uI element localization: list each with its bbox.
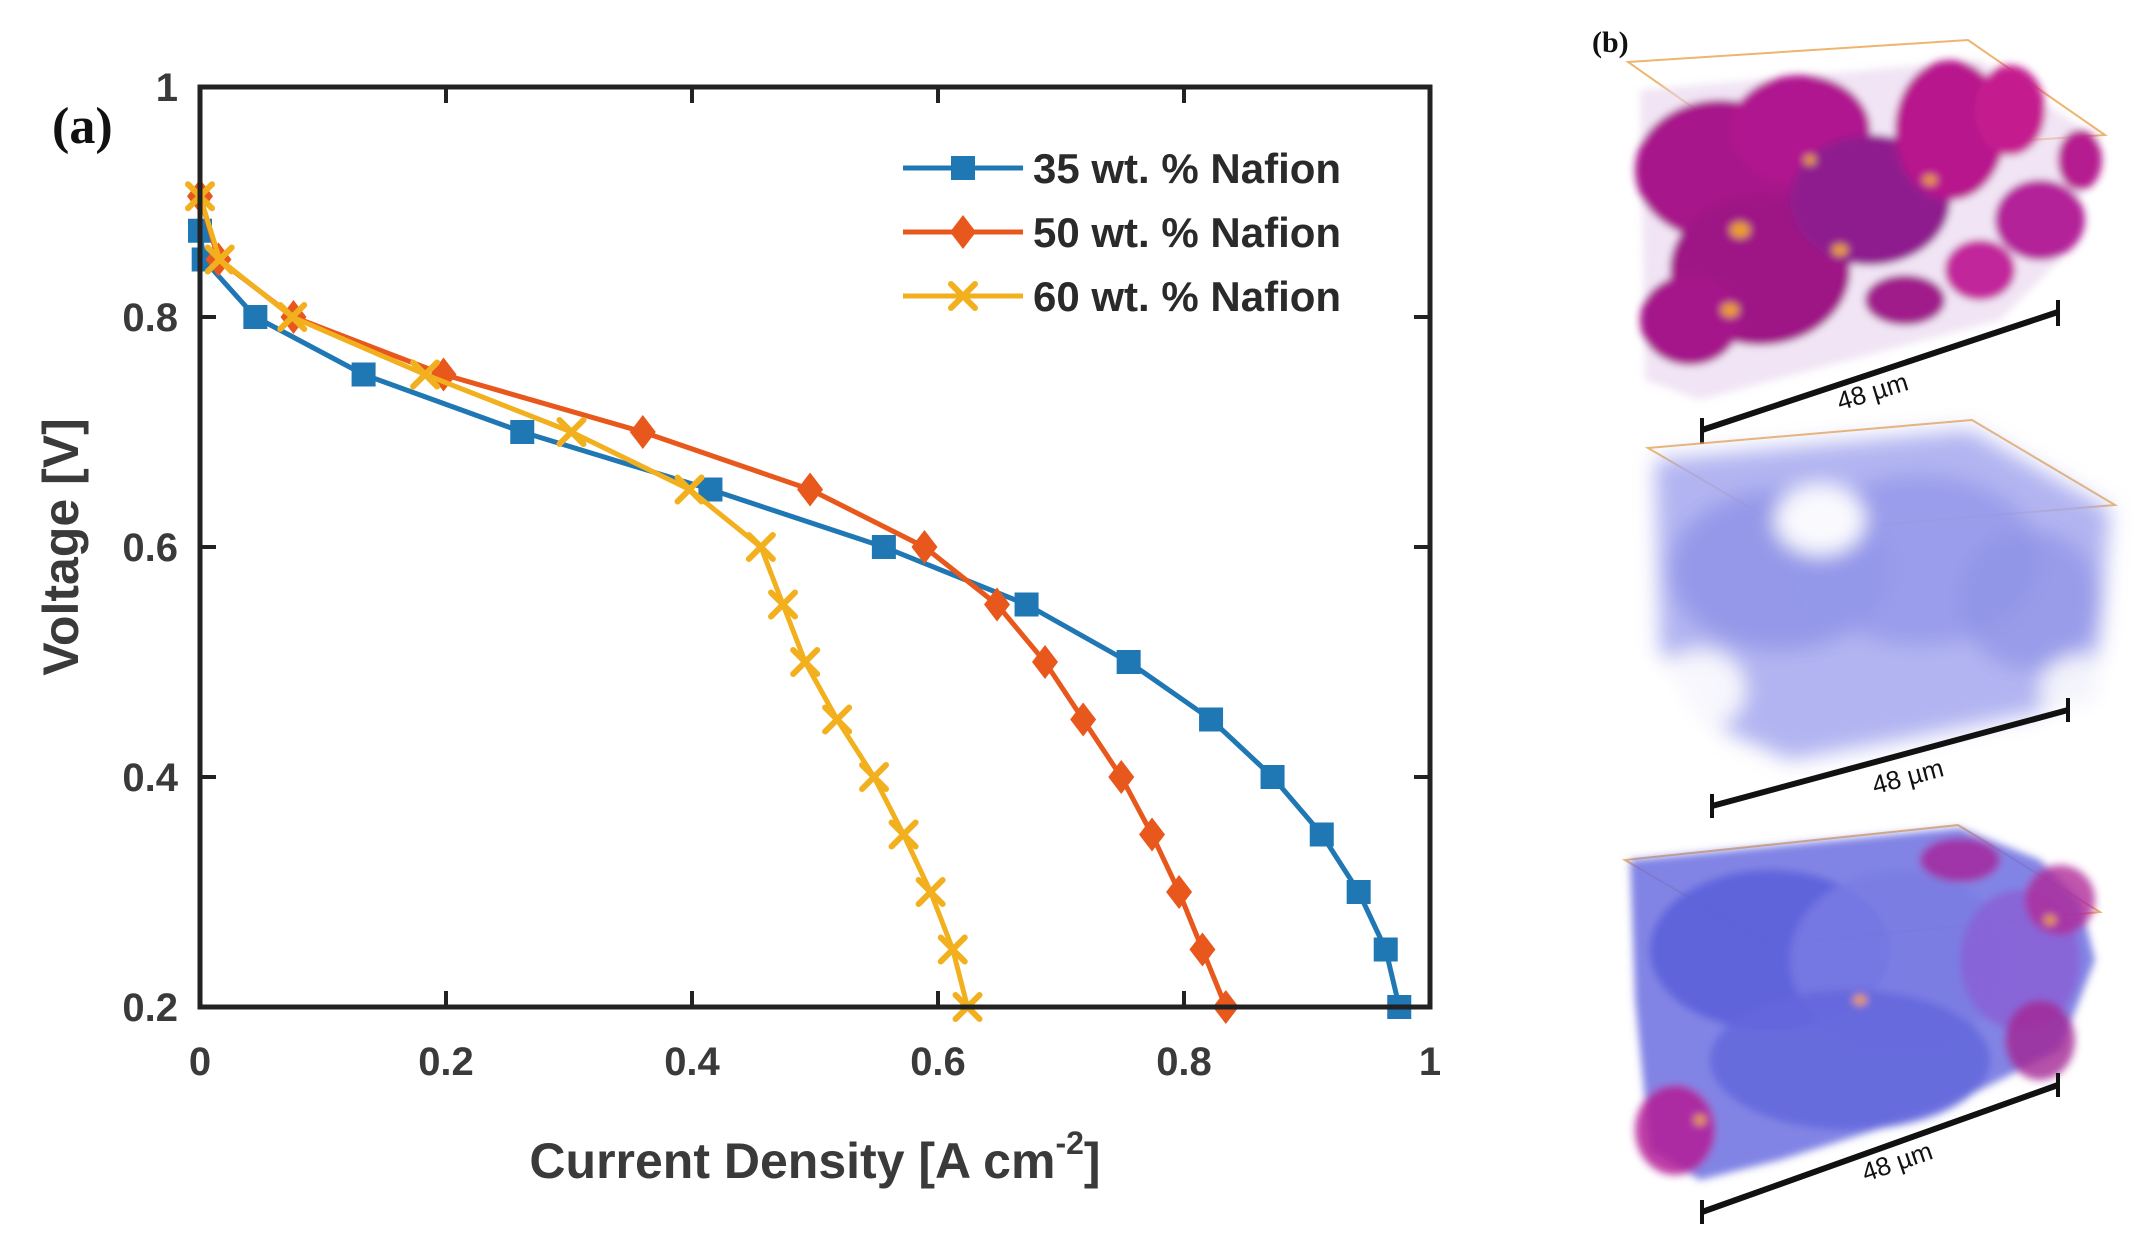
panel-b-label: (b) bbox=[1592, 26, 1629, 59]
series-layer bbox=[185, 179, 1412, 1024]
data-point bbox=[204, 244, 235, 275]
render-volume bbox=[1630, 828, 2095, 1180]
panel-b-renders: (b) bbox=[1592, 26, 2120, 1224]
y-tick-label: 1 bbox=[156, 66, 178, 110]
data-point bbox=[277, 302, 308, 332]
data-point bbox=[510, 420, 535, 444]
data-point bbox=[1189, 932, 1216, 967]
legend-marker bbox=[948, 281, 978, 311]
data-point bbox=[745, 532, 776, 562]
y-tick-label: 0.4 bbox=[122, 756, 178, 800]
data-point bbox=[1166, 875, 1193, 909]
data-point bbox=[937, 934, 968, 965]
render-60-wt: 48 µm bbox=[1621, 823, 2104, 1224]
x-tick-label: 0.2 bbox=[418, 1040, 474, 1084]
data-point bbox=[1070, 702, 1097, 737]
y-tick-label: 0.6 bbox=[122, 526, 178, 570]
data-point bbox=[1139, 817, 1166, 852]
legend-label: 35 wt. % Nafion bbox=[1033, 145, 1341, 192]
series-3 bbox=[185, 181, 983, 1022]
legend-label: 60 wt. % Nafion bbox=[1033, 273, 1341, 320]
data-point bbox=[410, 359, 441, 390]
series-line bbox=[197, 230, 1402, 1008]
scale-bar bbox=[1701, 309, 2059, 433]
series-1 bbox=[188, 218, 1412, 1019]
y-tick-label: 0.8 bbox=[122, 296, 178, 340]
data-point bbox=[871, 535, 896, 559]
legend-entry: 50 wt. % Nafion bbox=[903, 209, 1341, 256]
data-point bbox=[1260, 765, 1285, 789]
data-point bbox=[859, 762, 890, 792]
scale-bar bbox=[1711, 707, 2069, 809]
y-tick-labels: 0.2 0.4 0.6 0.8 1 bbox=[122, 66, 178, 1030]
x-tick-labels: 0 0.2 0.4 0.6 0.8 1 bbox=[189, 1040, 1441, 1084]
data-point bbox=[1346, 880, 1371, 904]
data-point bbox=[556, 417, 587, 447]
legend-marker bbox=[950, 215, 976, 249]
data-point bbox=[1199, 707, 1224, 732]
data-point bbox=[1116, 650, 1141, 674]
x-tick-label: 0.4 bbox=[664, 1040, 720, 1084]
series-line bbox=[197, 195, 970, 1008]
data-point bbox=[768, 589, 799, 620]
legend-entry: 35 wt. % Nafion bbox=[903, 145, 1341, 192]
x-axis-title: Current Density [A cm-2] bbox=[529, 1125, 1100, 1189]
data-point bbox=[1309, 822, 1334, 847]
legend: 35 wt. % Nafion 50 wt. % Nafion 60 wt. % N… bbox=[903, 145, 1341, 320]
legend-label: 50 wt. % Nafion bbox=[1033, 209, 1341, 256]
y-axis-title: Voltage [V] bbox=[33, 418, 89, 675]
data-point bbox=[674, 474, 705, 505]
x-tick-label: 0 bbox=[189, 1040, 211, 1084]
data-point bbox=[915, 877, 946, 907]
legend-entry: 60 wt. % Nafion bbox=[903, 273, 1341, 320]
render-50-wt: 48 µm bbox=[1644, 418, 2120, 818]
data-point bbox=[243, 305, 268, 329]
data-point bbox=[351, 362, 376, 387]
panel-a-chart: (a) 0 0.2 0.4 0.6 0.8 1 0.20.40.60.81 Current… bbox=[33, 66, 1441, 1189]
data-point bbox=[797, 472, 824, 507]
x-tick-label: 0.6 bbox=[910, 1040, 966, 1084]
legend-marker bbox=[951, 156, 975, 180]
data-point bbox=[822, 704, 853, 735]
render-35-wt: 48 µm bbox=[1625, 38, 2108, 444]
data-point bbox=[911, 530, 938, 564]
y-tick-label: 0.2 bbox=[122, 986, 178, 1030]
data-point bbox=[1108, 760, 1135, 794]
data-point bbox=[629, 415, 656, 449]
x-tick-label: 0.8 bbox=[1156, 1040, 1212, 1084]
plot-frame bbox=[197, 84, 1433, 1010]
render-volume bbox=[1635, 60, 2102, 400]
data-point bbox=[888, 819, 919, 850]
data-point bbox=[984, 587, 1011, 622]
panel-a-label: (a) bbox=[52, 98, 113, 155]
x-tick-label: 1 bbox=[1419, 1040, 1441, 1084]
data-point bbox=[1032, 645, 1059, 679]
data-point bbox=[1373, 937, 1398, 962]
data-point bbox=[1014, 592, 1039, 617]
scale-bar bbox=[1700, 1082, 2060, 1215]
render-volume bbox=[1655, 430, 2120, 760]
data-point bbox=[790, 647, 821, 677]
